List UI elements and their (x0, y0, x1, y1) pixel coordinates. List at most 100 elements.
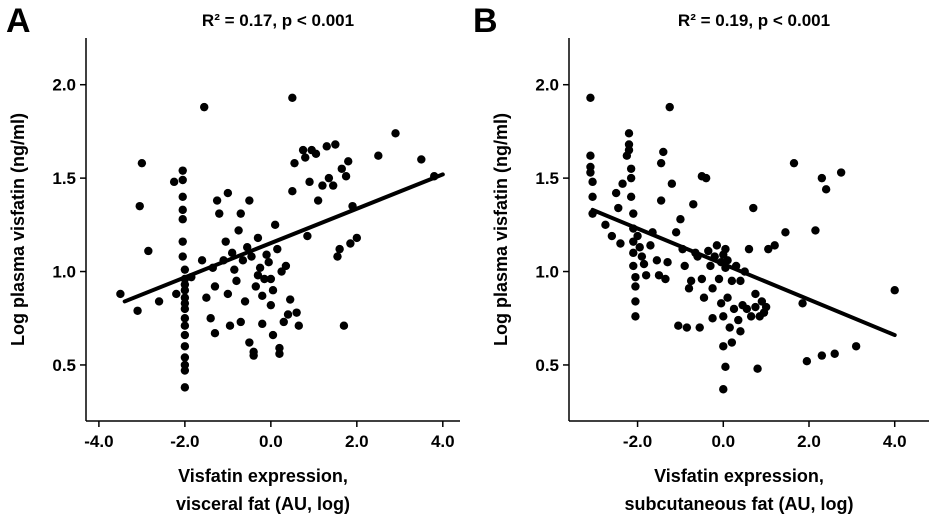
scatter-point (178, 237, 187, 246)
scatter-point (180, 286, 190, 295)
scatter-point (137, 158, 147, 168)
scatter-point (684, 284, 694, 293)
scatter-point (641, 271, 651, 280)
scatter-point (654, 271, 664, 280)
scatter-point (749, 203, 758, 213)
x-tick-label: 0.0 (711, 432, 735, 451)
scatter-point (697, 274, 707, 284)
scatter-point (374, 151, 383, 160)
scatter-point (215, 209, 224, 218)
scatter-point (318, 181, 327, 190)
scatter-point (180, 353, 190, 362)
scatter-point (631, 282, 640, 291)
x-tick-label: -2.0 (170, 432, 199, 451)
scatter-point (744, 244, 754, 254)
scatter-point (279, 317, 288, 327)
scatter-point (761, 302, 771, 312)
chart-panel-a: A 0.5 1.0 1.5 2.0 -4.0 -2.0 0.0 2.0 4.0 R² = 0.17… (6, 2, 460, 514)
scatter-point (661, 274, 670, 284)
scatter-point (212, 196, 222, 205)
scatter-point (708, 284, 717, 293)
scatter-point (133, 306, 142, 315)
scatter-point (260, 274, 269, 284)
scatter-point (197, 256, 207, 265)
scatter-point (294, 321, 303, 330)
scatter-point (210, 328, 220, 338)
scatter-point (674, 321, 683, 330)
scatter-point (352, 233, 362, 243)
scatter-point (586, 168, 595, 177)
scatter-point (333, 252, 342, 261)
scatter-point (751, 302, 760, 312)
scatter-point (290, 158, 299, 168)
scatter-point (716, 299, 726, 308)
scatter-point (417, 155, 426, 164)
scatter-point (240, 297, 250, 306)
y-tick-label: 1.0 (52, 263, 76, 282)
scatter-point (341, 172, 351, 181)
scatter-point (817, 351, 827, 360)
x-tick-label: 2.0 (797, 432, 821, 451)
scatter-point (344, 157, 353, 166)
scatter-point (629, 261, 638, 271)
scatter-point (225, 321, 235, 330)
scatter-point (614, 203, 623, 213)
scatter-point (335, 244, 344, 254)
scatter-point (629, 248, 638, 258)
regression-line (590, 207, 897, 338)
scatter-point (324, 173, 334, 183)
scatter-point (851, 342, 861, 351)
y-tick-label: 0.5 (535, 356, 559, 375)
scatter-point (305, 177, 314, 187)
scatter-point (714, 274, 724, 284)
y-tick-label: 0.5 (52, 356, 76, 375)
scatter-point (178, 175, 187, 185)
scatter-point (346, 239, 355, 248)
scatter-point (313, 196, 323, 205)
scatter-point (706, 261, 715, 271)
scatter-point (172, 289, 181, 299)
scatter-point (727, 276, 737, 286)
regression-line (122, 172, 445, 304)
scatter-point (255, 263, 265, 272)
scatter-point (116, 289, 125, 299)
scatter-point (264, 257, 273, 267)
scatter-point (202, 293, 211, 302)
scatter-point (830, 349, 839, 358)
scatter-point (266, 274, 276, 284)
scatter-point (322, 142, 331, 151)
scatter-point (285, 295, 295, 304)
scatter-point (624, 129, 634, 138)
scatter-point (178, 192, 187, 202)
scatter-point (753, 364, 762, 373)
scatter-point (270, 220, 280, 230)
scatter-point (676, 215, 685, 224)
scatter-point (631, 297, 640, 306)
scatter-point (704, 246, 713, 256)
scatter-point (616, 239, 625, 248)
scatter-point (646, 241, 655, 250)
scatter-point (339, 321, 349, 330)
scatter-point (689, 200, 698, 209)
scatter-point (626, 173, 636, 183)
scatter-point (723, 293, 732, 302)
scatter-point (701, 173, 711, 183)
scatter-point (273, 244, 282, 254)
scatter-point (180, 330, 190, 340)
scatter-point (238, 256, 248, 265)
x-axis-title: subcutaneous fat (AU, log) (625, 494, 854, 514)
scatter-point (288, 187, 297, 196)
scatter-point (230, 265, 239, 274)
scatter-point (301, 153, 310, 162)
scatter-point (588, 177, 597, 187)
scatter-point (695, 323, 704, 332)
scatter-point (292, 308, 301, 317)
scatter-point (719, 312, 728, 321)
scatter-point (665, 102, 674, 112)
scatter-point (618, 179, 627, 188)
x-tick-label: 4.0 (883, 432, 907, 451)
scatter-point (253, 271, 263, 280)
scatter-point (586, 151, 595, 160)
scatter-point (223, 289, 233, 299)
scatter-point (890, 286, 899, 295)
